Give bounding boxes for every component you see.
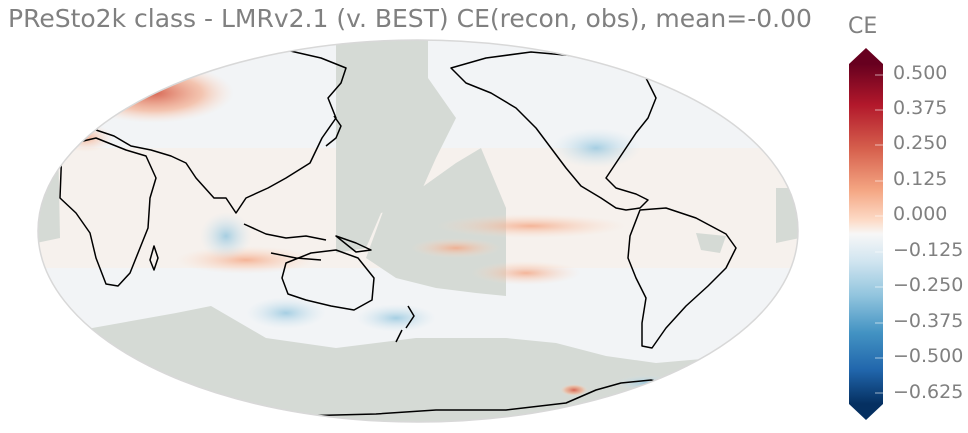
colorbar-tick: 0.375 [893,97,948,119]
colorbar-label: CE [848,14,878,39]
missing-data-south-pacific [366,148,506,296]
cool-anomaly-east-pacific [551,128,641,168]
colorbar-tick: 0.000 [893,203,948,225]
coast-indonesia [243,223,327,261]
coast-new-guinea [335,235,372,253]
warm-anomaly-mid-pacific [411,238,501,258]
colorbar-tick: 0.500 [893,62,948,84]
map-title: PReSto2k class - LMRv2.1 (v. BEST) CE(re… [8,4,812,33]
missing-data-north-pacific [336,40,456,253]
missing-data-amazon [696,233,726,253]
map-field [38,40,798,422]
cool-anomaly-southern-indian [246,297,326,329]
missing-data-west-edge [38,138,60,243]
colorbar-tick: −0.125 [893,239,964,261]
globe-outline [37,39,799,423]
global-ce-map [37,39,799,423]
coast-madagascar [149,245,159,271]
colorbar-tick: 0.125 [893,168,948,190]
coast-new-zealand [395,305,415,343]
colorbar-tick: 0.250 [893,132,948,154]
coast-south-america [627,207,737,349]
colorbar-extend-min [849,404,883,420]
warm-anomaly-south-pacific [471,261,581,285]
coast-australia [281,249,375,311]
colorbar-tick: −0.625 [893,381,964,403]
colorbar-tick: −0.375 [893,310,964,332]
warm-anomaly-antarctic-peninsula [560,384,588,396]
colorbar-extend-max [849,48,883,64]
colorbar [849,48,883,420]
cool-anomaly-indian-ocean [200,212,252,260]
cool-anomaly-north-atlantic [662,60,690,76]
warm-anomaly-tropical-pacific [436,214,626,238]
colorbar-tick: −0.250 [893,274,964,296]
cool-anomaly-tasman [356,304,436,332]
coast-africa [59,137,157,287]
coast-japan [325,115,342,147]
colorbar-gradient [849,64,883,404]
colorbar-tick: −0.500 [893,345,964,367]
colorbar-tick-marks [875,74,883,394]
